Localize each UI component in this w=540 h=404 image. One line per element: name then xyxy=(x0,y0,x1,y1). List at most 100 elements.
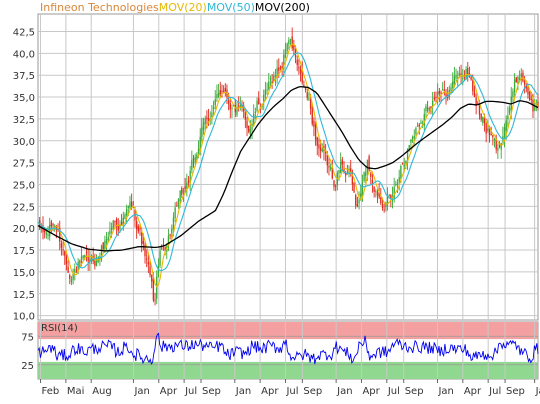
y-tick-label: 25,0 xyxy=(13,180,35,191)
candle-body xyxy=(211,112,213,118)
candle-body xyxy=(114,221,116,223)
candle-body xyxy=(229,103,231,110)
y-tick-label: 32,5 xyxy=(13,115,35,126)
x-tick-label: Jul xyxy=(184,386,197,397)
x-tick-label: Jul xyxy=(488,386,501,397)
candle-body xyxy=(154,299,156,301)
x-tick-label: Apr xyxy=(362,386,380,397)
rsi-title: RSI(14) xyxy=(41,323,78,334)
candle-body xyxy=(279,67,282,69)
candle-body xyxy=(426,107,429,109)
candle-body xyxy=(276,67,278,78)
candle-body xyxy=(234,104,236,113)
candle-body xyxy=(112,220,114,229)
candle-body xyxy=(239,105,242,107)
y-tick-label: 37,5 xyxy=(13,71,35,82)
candle-body xyxy=(421,123,424,125)
x-tick-label: Sep xyxy=(405,386,424,397)
candle-body xyxy=(122,217,124,224)
candle-body xyxy=(67,266,69,273)
y-tick-label: 12,5 xyxy=(13,290,35,301)
legend-item: MOV(200) xyxy=(255,1,310,14)
candle-body xyxy=(329,166,332,169)
candle-body xyxy=(483,117,486,124)
x-tick-label: Sep xyxy=(303,386,322,397)
x-tick-label: Apr xyxy=(160,386,178,397)
y-tick-label: 35,0 xyxy=(13,93,35,104)
candle-body xyxy=(497,147,499,151)
x-tick-label: Sep xyxy=(506,386,525,397)
candle-body xyxy=(90,255,93,262)
candle-body xyxy=(286,43,288,51)
candle-body xyxy=(353,182,355,193)
y-tick-label: 30,0 xyxy=(13,137,35,148)
candle-body xyxy=(455,74,457,79)
candle-body xyxy=(70,279,73,283)
candle-body xyxy=(271,81,273,84)
x-tick-label: Aug xyxy=(92,386,112,397)
candle-body xyxy=(222,90,225,92)
candle-body xyxy=(537,101,539,108)
candle-body xyxy=(171,228,173,234)
candle-body xyxy=(480,113,482,120)
candle-body xyxy=(360,193,362,197)
candle-body xyxy=(219,90,221,95)
rsi-panel: 25 75 RSI(14) xyxy=(21,321,539,380)
candle-body xyxy=(493,138,496,141)
x-tick-label: Jan xyxy=(437,386,453,397)
x-tick-label: Jan xyxy=(235,386,251,397)
candle-body xyxy=(130,201,133,207)
candle-body xyxy=(216,94,218,98)
candle-body xyxy=(503,127,506,138)
candle-body xyxy=(420,122,422,124)
candle-body xyxy=(301,70,303,83)
candle-body xyxy=(161,247,163,249)
candle-body xyxy=(204,118,206,125)
rsi-band xyxy=(38,361,538,379)
candle-body xyxy=(373,186,375,192)
candle-body xyxy=(319,147,322,151)
candle-body xyxy=(370,173,372,177)
candle-body xyxy=(184,186,186,189)
candle-body xyxy=(169,234,171,236)
candle-body xyxy=(311,107,313,124)
candle-body xyxy=(425,106,427,112)
candle-body xyxy=(406,148,409,163)
candle-body xyxy=(527,87,529,95)
legend-text: Infineon TechnologiesMOV(20)MOV(50)MOV(2… xyxy=(40,1,310,14)
candle-body xyxy=(289,39,292,41)
candle-body xyxy=(356,204,359,207)
legend-item: MOV(20) xyxy=(159,1,207,14)
candle-body xyxy=(217,92,220,97)
candle-body xyxy=(508,108,511,113)
candle-body xyxy=(378,192,380,198)
candle-body xyxy=(64,251,66,256)
candle-body xyxy=(144,244,146,257)
candle-body xyxy=(291,36,293,49)
candle-body xyxy=(149,266,151,276)
candle-body xyxy=(137,226,140,232)
candle-body xyxy=(492,135,494,138)
candle-body xyxy=(460,73,462,76)
candle-body xyxy=(388,194,390,196)
candle-body xyxy=(94,260,96,266)
candle-body xyxy=(495,137,497,150)
candle-body xyxy=(109,230,111,235)
candle-body xyxy=(152,278,155,301)
candle-body xyxy=(268,81,270,90)
candle-body xyxy=(520,73,522,80)
candle-body xyxy=(438,91,441,94)
candle-body xyxy=(375,190,377,192)
candle-body xyxy=(281,65,283,69)
candle-body xyxy=(231,108,233,110)
candle-body xyxy=(266,89,268,91)
candle-body xyxy=(227,100,230,104)
candle-body xyxy=(40,227,43,229)
candle-body xyxy=(368,156,370,171)
candle-body xyxy=(159,250,161,266)
candle-body xyxy=(386,196,389,206)
candle-body xyxy=(50,221,53,227)
candle-body xyxy=(393,187,395,198)
candle-body xyxy=(440,92,442,94)
candle-body xyxy=(80,256,83,265)
